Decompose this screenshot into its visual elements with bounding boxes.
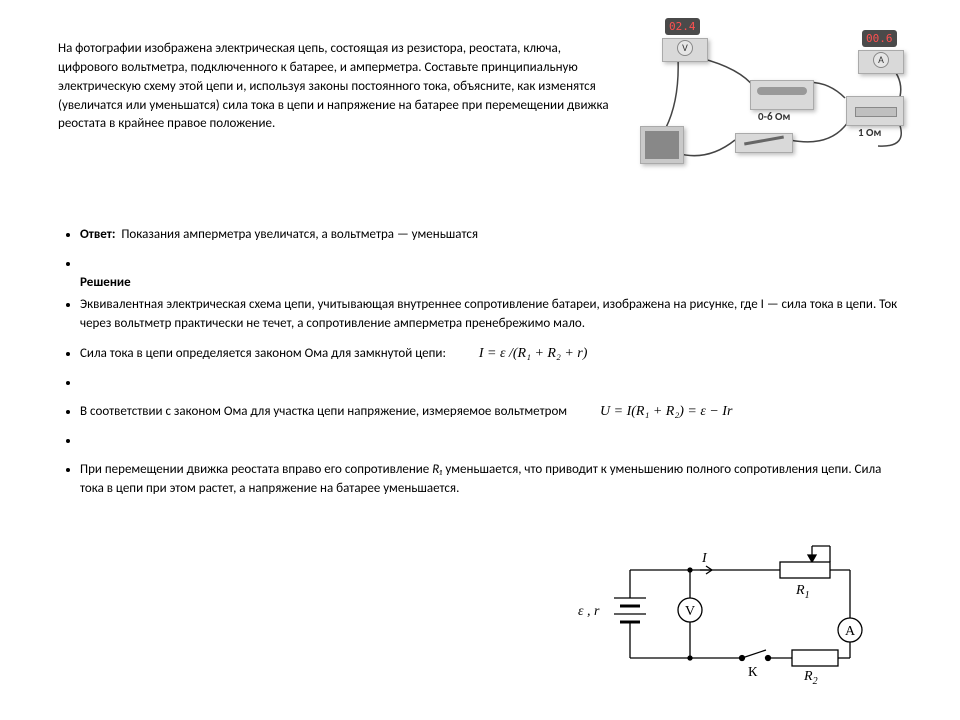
resistor-label: 1 Ом	[858, 126, 881, 139]
circuit-diagram: I R1 A R2 К	[560, 540, 880, 690]
switch-plate	[735, 133, 793, 153]
bullet-4a: При перемещении движка реостата вправо е…	[80, 462, 432, 477]
solution-block: Ответ: Показания амперметра увеличатся, …	[58, 225, 908, 508]
spacer-bullet-2	[80, 431, 908, 451]
answer-text: Показания амперметра увеличатся, а вольт…	[121, 227, 478, 242]
bullet-2-text: Сила тока в цепи определяется законом Ом…	[80, 346, 446, 361]
battery-plate	[640, 126, 684, 164]
answer-line: Ответ: Показания амперметра увеличатся, …	[80, 225, 908, 245]
bullet-3: В соответствии с законом Ома для участка…	[80, 401, 908, 422]
r1-inline: R₁	[432, 462, 442, 477]
problem-statement: На фотографии изображена электрическая ц…	[58, 40, 618, 134]
label-V: V	[685, 604, 695, 619]
label-K: К	[748, 665, 758, 680]
voltmeter-label: V	[677, 40, 693, 56]
solution-label-line: Решение	[80, 254, 908, 293]
rheostat-plate	[750, 80, 814, 110]
label-R2: R2	[803, 669, 818, 687]
ammeter-display: 00.6	[862, 30, 897, 47]
resistor-plate	[846, 96, 904, 126]
apparatus-photo: 02.4 V 00.6 A 0-6 Ом 1 Ом	[630, 18, 930, 178]
formula-ohm-closed: I = ε /(R₁ + R₂ + r)	[449, 346, 588, 361]
bullet-1: Эквивалентная электрическая схема цепи, …	[80, 295, 908, 334]
bullet-3-text: В соответствии с законом Ома для участка…	[80, 404, 567, 419]
formula-voltage: U = I(R₁ + R₂) = ε − Ir	[570, 404, 732, 419]
spacer-bullet-1	[80, 373, 908, 393]
voltmeter-display: 02.4	[665, 18, 700, 35]
page: На фотографии изображена электрическая ц…	[0, 0, 960, 720]
solution-label: Решение	[80, 275, 131, 290]
ammeter-label: A	[873, 52, 889, 68]
answer-label: Ответ:	[80, 227, 115, 242]
bullet-4: При перемещении движка реостата вправо е…	[80, 460, 908, 499]
label-R1: R1	[795, 583, 810, 601]
label-I: I	[701, 551, 708, 566]
rheostat-label: 0-6 Ом	[758, 110, 790, 123]
label-A: A	[845, 624, 856, 639]
label-eps-r: ε , r	[578, 604, 600, 619]
bullet-2: Сила тока в цепи определяется законом Ом…	[80, 343, 908, 364]
